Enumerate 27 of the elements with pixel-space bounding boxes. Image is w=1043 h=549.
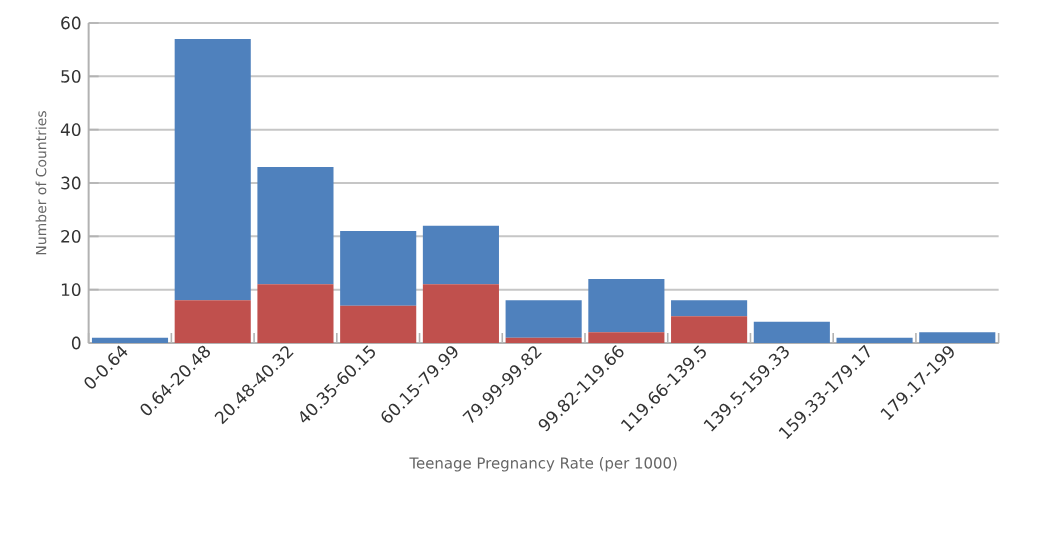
y-tick-label: 50 [61, 69, 81, 83]
bar [671, 316, 748, 343]
y-tick-label: 10 [61, 283, 81, 297]
y-tick-label: 20 [61, 229, 81, 243]
y-tick-label: 60 [61, 16, 81, 30]
bar [340, 231, 417, 306]
bar [257, 284, 334, 343]
x-axis-title: Teenage Pregnancy Rate (per 1000) [409, 457, 677, 472]
y-tick-label: 0 [71, 336, 81, 350]
bar [753, 321, 830, 343]
bar [671, 300, 748, 317]
bar [174, 300, 251, 343]
bar [422, 225, 499, 285]
bar [340, 305, 417, 343]
bar [588, 332, 665, 343]
bar [422, 284, 499, 343]
bar [505, 337, 582, 343]
bar [836, 337, 913, 343]
bar [174, 39, 251, 301]
bar [919, 332, 996, 343]
bar [505, 300, 582, 338]
y-axis-title: Number of Countries [35, 111, 47, 255]
bar [257, 167, 334, 285]
y-tick-label: 40 [60, 123, 81, 137]
bar [588, 279, 665, 333]
y-tick-label: 30 [61, 176, 81, 190]
bar [91, 337, 169, 343]
